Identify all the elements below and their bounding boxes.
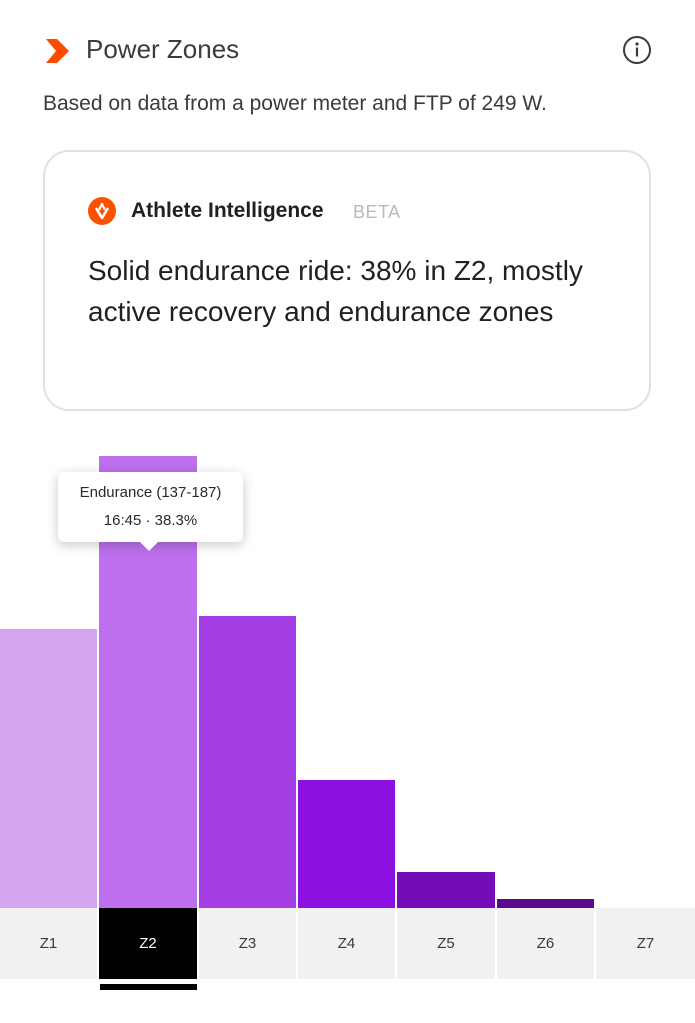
zone-tab-z1[interactable]: Z1 <box>0 908 97 979</box>
zone-tabs: Z1 Z2 Z3 Z4 Z5 Z6 Z7 <box>0 908 695 979</box>
zone-tooltip: Endurance (137-187) 16:45 · 38.3% <box>58 472 243 551</box>
card-title: Athlete Intelligence <box>131 199 324 222</box>
beta-badge: BETA <box>353 202 401 222</box>
zone-bar-z3[interactable] <box>199 616 296 910</box>
athlete-intelligence-icon <box>88 197 116 225</box>
tooltip-arrow <box>140 542 158 551</box>
zone-bar-z1[interactable] <box>0 629 97 910</box>
zone-tab-z7[interactable]: Z7 <box>596 908 695 979</box>
zone-tab-z3[interactable]: Z3 <box>199 908 296 979</box>
zone-bar-z4[interactable] <box>298 780 395 910</box>
chevron-brand-icon <box>46 39 69 63</box>
tooltip-detail: 16:45 · 38.3% <box>103 512 198 529</box>
page-title: Power Zones <box>86 34 240 64</box>
zone-tab-z5[interactable]: Z5 <box>397 908 495 979</box>
zone-bar-z6[interactable] <box>497 899 594 910</box>
tooltip-zone-label: Endurance (137-187) <box>79 484 222 501</box>
insight-text: Solid endurance ride: 38% in Z2, mostly … <box>88 255 583 327</box>
zone-tab-z2[interactable]: Z2 <box>99 908 197 979</box>
athlete-intelligence-card: Athlete Intelligence BETA Solid enduranc… <box>43 150 651 411</box>
zone-tab-z4[interactable]: Z4 <box>298 908 395 979</box>
selected-tab-indicator <box>100 984 197 990</box>
header: Power Zones <box>0 0 695 100</box>
zone-bar-z5[interactable] <box>397 872 495 910</box>
ftp-description: Based on data from a power meter and FTP… <box>43 92 547 115</box>
zone-tab-z6[interactable]: Z6 <box>497 908 594 979</box>
info-icon[interactable] <box>622 35 652 65</box>
